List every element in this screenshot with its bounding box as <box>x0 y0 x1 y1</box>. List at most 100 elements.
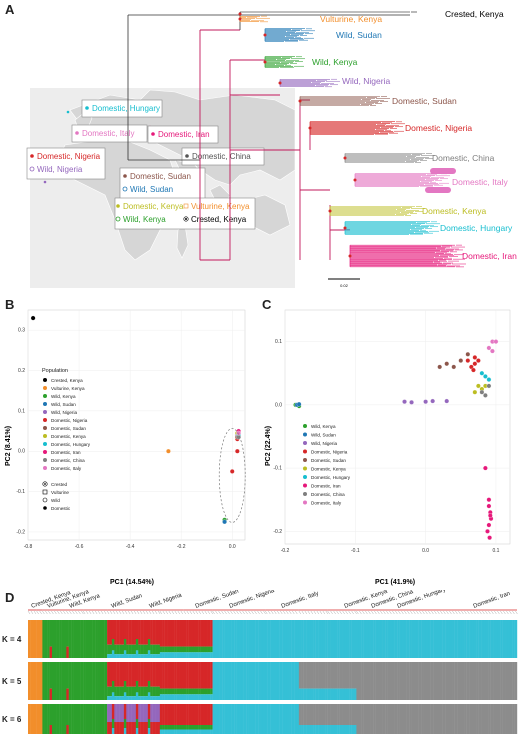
admixture-bar <box>214 620 218 658</box>
admixture-bar <box>107 686 110 697</box>
admixture-bar <box>28 704 31 734</box>
data-point <box>236 434 241 440</box>
admixture-bar <box>282 620 285 658</box>
admixture-bar <box>107 644 110 655</box>
admixture-bar <box>445 704 448 734</box>
sample-id-tick <box>239 610 242 615</box>
admixture-bar <box>111 681 115 693</box>
admixture-bar <box>380 620 383 658</box>
data-point <box>458 358 464 363</box>
admixture-bar <box>162 620 165 647</box>
admixture-bar <box>342 662 345 689</box>
sample-id-tick <box>491 610 494 615</box>
admixture-bar <box>176 646 180 653</box>
admixture-bar <box>71 620 74 658</box>
admixture-bar <box>123 639 127 651</box>
tree-tip-label <box>416 206 422 207</box>
legend-label: Wild, Sudan <box>51 402 76 407</box>
admixture-bar <box>217 704 220 734</box>
admixture-bar <box>411 704 415 734</box>
admixture-bar <box>102 620 105 658</box>
admixture-bar <box>205 725 208 730</box>
tree-tip-label <box>451 246 465 248</box>
sample-id-tick <box>336 610 339 615</box>
sample-id-tick <box>39 610 42 615</box>
admixture-bar <box>447 662 451 700</box>
legend-label: Vulturine, Kenya <box>51 386 85 391</box>
sample-id-tick <box>207 610 210 615</box>
admixture-bar <box>162 729 165 734</box>
admixture-bar <box>114 654 117 658</box>
admixture-bar <box>138 644 141 655</box>
tree-node-marker <box>343 156 347 160</box>
admixture-bar <box>195 646 199 653</box>
admixture-bar <box>214 662 218 700</box>
admixture-bar <box>150 654 153 658</box>
data-point <box>472 355 478 360</box>
admixture-bar <box>464 704 467 734</box>
sample-id-tick <box>395 610 398 615</box>
sample-id-tick <box>63 610 66 615</box>
sample-id-tick <box>101 610 104 615</box>
tree-tip-label <box>445 253 451 255</box>
admixture-bar <box>131 654 134 658</box>
admixture-bar <box>258 704 261 734</box>
admixture-bar <box>483 620 487 658</box>
admixture-bar <box>61 620 65 658</box>
tree-tip-label <box>444 257 452 259</box>
admixture-bar <box>140 696 144 700</box>
admixture-bar <box>207 725 211 730</box>
admixture-bar <box>34 662 37 700</box>
admixture-bar <box>164 646 168 653</box>
admixture-bar <box>320 688 324 700</box>
admixture-bar <box>128 620 132 645</box>
admixture-bar <box>147 728 151 734</box>
admixture-bar <box>145 662 149 687</box>
admixture-bar <box>171 688 175 695</box>
sample-id-tick <box>171 610 174 615</box>
admixture-bar <box>198 694 201 700</box>
sample-id-tick <box>48 610 51 615</box>
admixture-bar <box>404 620 407 658</box>
admixture-bar <box>162 652 165 658</box>
data-point <box>236 430 241 436</box>
admixture-bar <box>210 694 213 700</box>
admixture-bars <box>28 620 518 735</box>
tree-tip-label <box>316 85 328 87</box>
admixture-bar <box>354 620 357 658</box>
admixture-bar <box>500 704 503 734</box>
admixture-bar <box>433 620 436 658</box>
sample-id-tick <box>368 610 371 615</box>
admixture-bar <box>310 620 314 658</box>
admixture-bar <box>306 704 309 725</box>
tree-tip-label <box>434 184 443 186</box>
admixture-bar <box>138 722 141 734</box>
tree-tip-label <box>296 32 309 34</box>
admixture-bar <box>181 725 185 730</box>
tree-tip-label <box>290 38 304 40</box>
admixture-bar <box>495 620 499 658</box>
sample-id-tick <box>72 610 75 615</box>
admixture-bar <box>195 725 199 730</box>
admixture-bar <box>303 704 307 725</box>
sample-id-tick <box>221 610 224 615</box>
admixture-bar <box>176 688 180 695</box>
admixture-bar <box>270 704 273 734</box>
admixture-bar <box>131 696 134 700</box>
sample-id-tick <box>494 610 497 615</box>
admixture-bar <box>234 662 237 700</box>
data-point <box>234 448 240 454</box>
admixture-bar <box>152 620 156 645</box>
admixture-bar <box>377 620 381 658</box>
admixture-bar <box>322 620 326 658</box>
admixture-bar <box>32 662 35 700</box>
tree-tip-label <box>276 63 287 65</box>
sample-id-tick <box>230 610 233 615</box>
admixture-bar <box>193 652 196 658</box>
tree-tip-label <box>305 33 313 35</box>
tree-tip-label <box>326 80 340 82</box>
tree-tip-label <box>421 225 434 227</box>
admixture-bar <box>421 662 424 700</box>
admixture-bar <box>87 662 91 700</box>
